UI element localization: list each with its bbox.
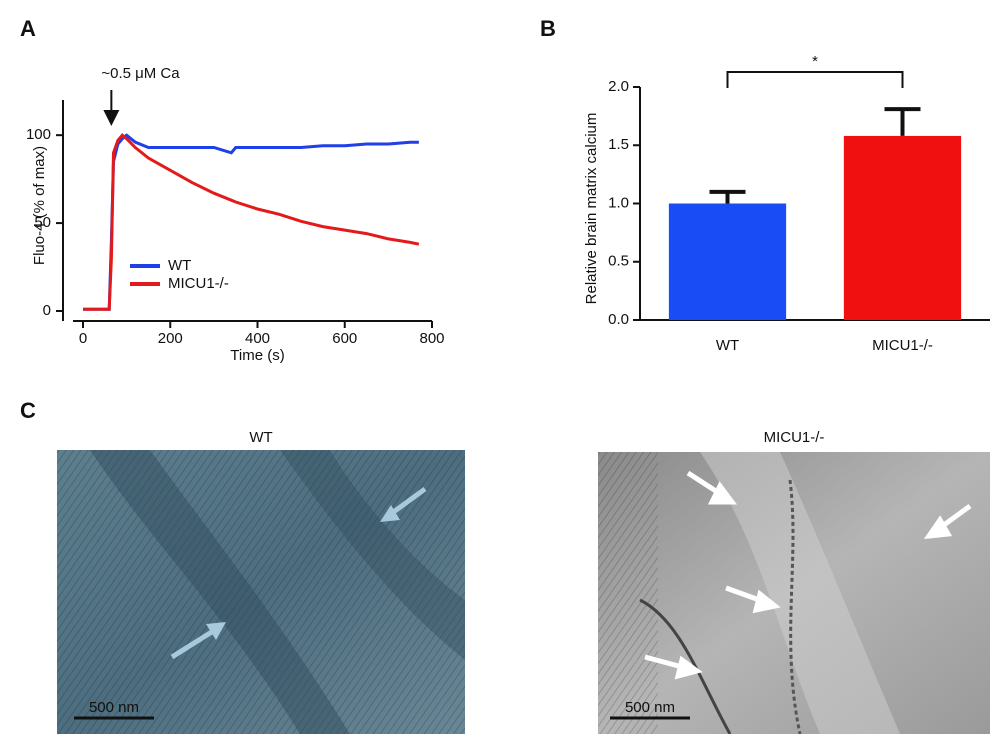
panel-label: B [540,16,556,41]
x-tick-label: WT [716,337,739,354]
y-axis-label: Relative brain matrix calcium [583,113,600,305]
legend-label: MICU1-/- [168,275,229,292]
bar [668,203,787,320]
panel-label: C [20,398,36,423]
significance-bracket [726,71,904,88]
x-tick-label: 600 [332,330,357,347]
scale-bar-label: 500 nm [625,699,675,716]
significance-label: * [812,53,818,70]
micrograph-micu1 [598,452,990,734]
scale-bar-label: 500 nm [89,699,139,716]
y-tick-label: 1.0 [608,194,629,211]
line-series [83,133,420,311]
y-tick-label: 0 [43,302,51,319]
x-tick-label: 200 [158,330,183,347]
panel-label: A [20,16,36,41]
axis [62,100,432,322]
error-bar [709,189,746,204]
micrograph-title: MICU1-/- [764,429,825,446]
micrograph-wt [57,450,465,734]
x-tick-label: 800 [419,330,444,347]
y-tick-label: 50 [34,214,51,231]
y-tick-label: 100 [26,126,51,143]
x-tick-label: 0 [79,330,87,347]
micrograph-title: WT [249,429,272,446]
legend-label: WT [168,257,191,274]
y-tick-label: 1.5 [608,136,629,153]
y-tick-label: 0.0 [608,311,629,328]
annotation: ~0.5 μM Ca [101,65,180,82]
x-tick-label: MICU1-/- [872,337,933,354]
bar [843,135,962,320]
x-axis-label: Time (s) [230,347,284,364]
y-tick-label: 2.0 [608,78,629,95]
error-bar [884,107,921,136]
x-tick-label: 400 [245,330,270,347]
y-axis-label: Fluo-4 (% of max) [31,146,48,265]
y-tick-label: 0.5 [608,253,629,270]
